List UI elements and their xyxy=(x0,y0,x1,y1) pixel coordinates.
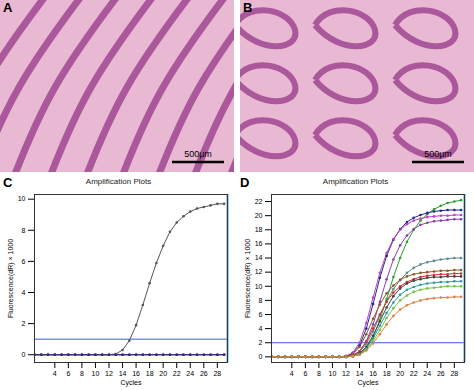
svg-text:6: 6 xyxy=(22,258,26,265)
svg-text:28: 28 xyxy=(450,370,458,377)
svg-text:18: 18 xyxy=(255,226,263,233)
svg-text:10: 10 xyxy=(329,370,337,377)
svg-text:10: 10 xyxy=(92,370,100,377)
svg-text:12: 12 xyxy=(255,268,263,275)
svg-text:Cycles: Cycles xyxy=(120,379,142,387)
html-text:C: C xyxy=(3,175,13,190)
svg-text:Fluorescence(dR) × 1000: Fluorescence(dR) × 1000 xyxy=(244,239,252,318)
svg-text:24: 24 xyxy=(423,370,431,377)
svg-text:16: 16 xyxy=(369,370,377,377)
svg-text:4: 4 xyxy=(22,289,26,296)
svg-text:10: 10 xyxy=(18,195,26,202)
svg-text:6: 6 xyxy=(66,370,70,377)
svg-text:10: 10 xyxy=(255,283,263,290)
svg-text:12: 12 xyxy=(342,370,350,377)
svg-text:0: 0 xyxy=(259,353,263,360)
svg-text:8: 8 xyxy=(317,370,321,377)
html-text:Amplification Plots: Amplification Plots xyxy=(322,177,389,186)
svg-text:14: 14 xyxy=(255,254,263,261)
svg-text:6: 6 xyxy=(259,311,263,318)
svg-text:22: 22 xyxy=(410,370,418,377)
svg-text:500μm: 500μm xyxy=(184,149,212,159)
svg-text:4: 4 xyxy=(259,325,263,332)
svg-text:22: 22 xyxy=(173,370,181,377)
svg-text:26: 26 xyxy=(200,370,208,377)
svg-text:Cycles: Cycles xyxy=(357,379,379,387)
html-text:B: B xyxy=(243,0,253,15)
svg-text:8: 8 xyxy=(80,370,84,377)
svg-text:20: 20 xyxy=(159,370,167,377)
svg-text:16: 16 xyxy=(255,240,263,247)
svg-text:8: 8 xyxy=(259,297,263,304)
svg-text:28: 28 xyxy=(213,370,221,377)
svg-text:20: 20 xyxy=(396,370,404,377)
svg-text:14: 14 xyxy=(356,370,364,377)
svg-text:18: 18 xyxy=(146,370,154,377)
html-text:Amplification Plots: Amplification Plots xyxy=(85,177,152,186)
svg-text:500μm: 500μm xyxy=(424,149,452,159)
svg-text:8: 8 xyxy=(22,227,26,234)
svg-text:26: 26 xyxy=(437,370,445,377)
svg-text:14: 14 xyxy=(119,370,127,377)
svg-text:12: 12 xyxy=(105,370,113,377)
svg-text:2: 2 xyxy=(22,320,26,327)
svg-text:24: 24 xyxy=(186,370,194,377)
svg-text:22: 22 xyxy=(255,198,263,205)
svg-text:6: 6 xyxy=(303,370,307,377)
svg-text:16: 16 xyxy=(132,370,140,377)
svg-text:0: 0 xyxy=(22,351,26,358)
svg-text:4: 4 xyxy=(53,370,57,377)
svg-text:18: 18 xyxy=(383,370,391,377)
svg-text:Fluorescence(dR) × 1000: Fluorescence(dR) × 1000 xyxy=(7,239,15,318)
html-text:A: A xyxy=(3,0,13,15)
html-text:D: D xyxy=(240,175,250,190)
svg-text:4: 4 xyxy=(290,370,294,377)
svg-text:20: 20 xyxy=(255,212,263,219)
svg-text:2: 2 xyxy=(259,339,263,346)
